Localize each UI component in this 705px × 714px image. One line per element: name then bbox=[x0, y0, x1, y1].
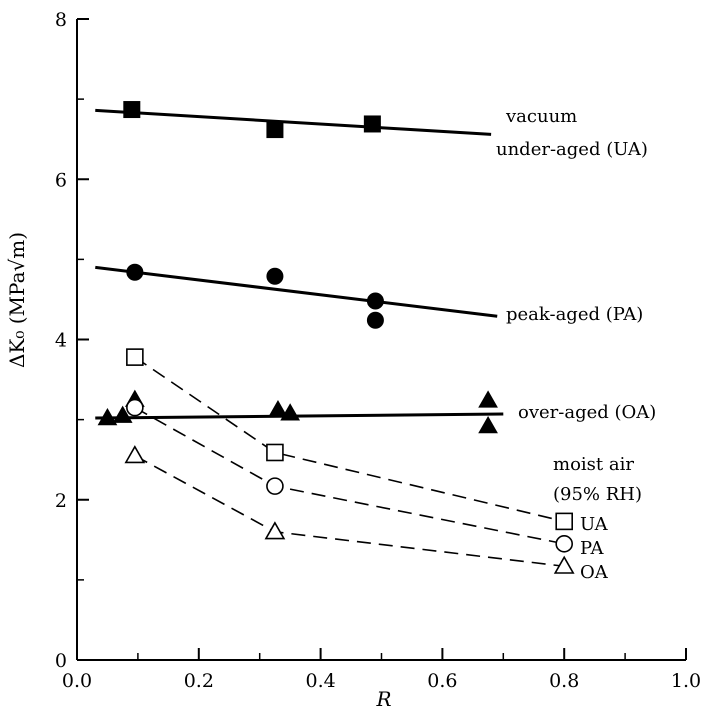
annotation-moist-air: moist air bbox=[553, 454, 634, 475]
fit-line-filled-triangle bbox=[95, 412, 504, 420]
open-triangle-marker bbox=[124, 445, 146, 464]
dashed-line-open-circle bbox=[134, 406, 565, 545]
y-tick-label: 6 bbox=[55, 169, 67, 191]
label-moist-oa: OA bbox=[580, 562, 609, 583]
filled-triangle-marker bbox=[478, 390, 498, 408]
open-circle-marker bbox=[555, 535, 574, 553]
filled-triangle-marker bbox=[478, 416, 498, 434]
x-tick-label: 1.0 bbox=[671, 670, 701, 692]
dashed-line-open-triangle bbox=[134, 454, 565, 568]
filled-circle-marker bbox=[266, 267, 284, 285]
filled-square-marker bbox=[123, 101, 141, 119]
label-moist-ua: UA bbox=[580, 514, 609, 535]
y-tick-label: 4 bbox=[55, 330, 67, 352]
annotation-under-aged: under-aged (UA) bbox=[496, 139, 648, 160]
annotation-over-aged: over-aged (OA) bbox=[518, 402, 656, 423]
filled-triangle-marker bbox=[280, 403, 301, 421]
data-markers bbox=[97, 101, 575, 574]
filled-triangle-marker bbox=[112, 405, 133, 423]
x-tick-label: 0.0 bbox=[62, 670, 92, 692]
tick-labels: 0.0 0.2 0.4 0.6 0.8 1.0 0 2 4 6 8 bbox=[55, 9, 701, 692]
annotation-rh: (95% RH) bbox=[553, 484, 642, 505]
axes bbox=[76, 18, 687, 661]
y-tick-label: 2 bbox=[55, 490, 67, 512]
open-circle-marker bbox=[266, 477, 284, 495]
filled-square-marker bbox=[266, 121, 284, 139]
annotation-vacuum: vacuum bbox=[505, 106, 577, 127]
fit-line-filled-circle bbox=[95, 265, 498, 318]
open-square-marker bbox=[555, 512, 574, 531]
open-triangle-marker bbox=[264, 521, 286, 540]
x-tick-label: 0.6 bbox=[427, 670, 457, 692]
x-tick-label: 0.4 bbox=[305, 670, 335, 692]
label-moist-pa: PA bbox=[580, 538, 604, 559]
dashed-line-open-square bbox=[134, 356, 565, 523]
filled-circle-marker bbox=[366, 311, 384, 329]
filled-triangle-marker bbox=[97, 408, 118, 426]
filled-circle-marker bbox=[366, 292, 384, 310]
x-tick-label: 0.2 bbox=[184, 670, 214, 692]
filled-square-marker bbox=[363, 115, 381, 133]
y-axis-label: ΔK₀ (MPa√m) bbox=[5, 232, 29, 368]
open-square-marker bbox=[266, 443, 284, 462]
fit-line-filled-square bbox=[95, 108, 492, 136]
filled-triangle-marker bbox=[268, 400, 288, 418]
open-circle-marker bbox=[126, 398, 144, 417]
x-tick-label: 0.8 bbox=[549, 670, 579, 692]
y-tick-label: 0 bbox=[55, 650, 67, 672]
x-axis-label: R bbox=[375, 687, 391, 711]
filled-circle-marker bbox=[126, 263, 144, 281]
y-tick-label: 8 bbox=[55, 9, 67, 31]
open-square-marker bbox=[126, 348, 144, 366]
open-triangle-marker bbox=[553, 555, 575, 574]
fit-lines bbox=[95, 108, 565, 568]
annotation-peak-aged: peak-aged (PA) bbox=[506, 304, 643, 325]
